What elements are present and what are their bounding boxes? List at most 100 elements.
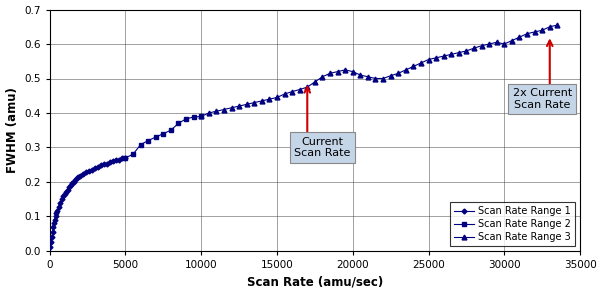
Line: Scan Rate Range 1: Scan Rate Range 1 [49, 156, 127, 249]
Scan Rate Range 1 [69, 181, 76, 185]
Scan Rate Range 3 [455, 51, 462, 54]
Text: 2x Current
Scan Rate: 2x Current Scan Rate [512, 88, 572, 110]
Scan Rate Range 3 [235, 104, 243, 108]
Scan Rate Range 3 [220, 108, 228, 111]
Scan Rate Range 1 [54, 209, 61, 213]
Scan Rate Range 1 [110, 159, 117, 163]
Scan Rate Range 3 [501, 42, 508, 46]
Scan Rate Range 3 [341, 68, 349, 72]
Scan Rate Range 3 [470, 46, 477, 50]
Scan Rate Range 3 [539, 29, 546, 32]
Text: Current
Scan Rate: Current Scan Rate [294, 137, 350, 158]
Scan Rate Range 1 [47, 246, 54, 249]
Scan Rate Range 1 [104, 162, 111, 166]
Scan Rate Range 2 [182, 117, 190, 121]
Scan Rate Range 3 [319, 75, 326, 78]
Scan Rate Range 3 [273, 96, 281, 99]
Scan Rate Range 3 [546, 25, 553, 29]
Scan Rate Range 1 [88, 168, 96, 171]
Scan Rate Range 2 [190, 115, 197, 119]
Scan Rate Range 3 [364, 75, 371, 78]
Scan Rate Range 3 [425, 58, 432, 61]
Scan Rate Range 3 [410, 65, 417, 68]
Scan Rate Range 3 [205, 111, 213, 115]
Scan Rate Range 3 [387, 74, 394, 78]
Scan Rate Range 1 [48, 235, 55, 239]
Scan Rate Range 1 [60, 195, 67, 198]
Scan Rate Range 1 [58, 197, 66, 201]
Scan Rate Range 1 [63, 190, 70, 193]
Scan Rate Range 2 [144, 139, 152, 142]
Scan Rate Range 3 [228, 106, 235, 110]
Scan Rate Range 3 [516, 35, 523, 39]
Scan Rate Range 1 [52, 215, 60, 218]
Scan Rate Range 3 [288, 90, 296, 93]
Y-axis label: FWHM (amu): FWHM (amu) [5, 87, 19, 173]
Scan Rate Range 3 [394, 71, 402, 75]
Scan Rate Range 3 [250, 101, 258, 104]
Scan Rate Range 3 [379, 77, 386, 80]
Scan Rate Range 3 [326, 71, 334, 75]
Scan Rate Range 2 [167, 128, 175, 132]
Scan Rate Range 1 [64, 188, 72, 191]
Scan Rate Range 3 [311, 80, 318, 84]
Scan Rate Range 1 [116, 158, 123, 161]
Scan Rate Range 3 [486, 42, 493, 46]
Scan Rate Range 1 [98, 163, 105, 167]
Scan Rate Range 3 [357, 73, 364, 77]
Scan Rate Range 3 [296, 88, 303, 91]
Scan Rate Range 1 [57, 201, 64, 204]
Scan Rate Range 1 [70, 180, 78, 184]
Scan Rate Range 1 [51, 218, 58, 222]
Line: Scan Rate Range 3: Scan Rate Range 3 [199, 23, 560, 119]
Scan Rate Range 3 [281, 92, 288, 96]
Scan Rate Range 3 [432, 56, 439, 60]
Scan Rate Range 1 [95, 165, 102, 168]
Scan Rate Range 3 [213, 109, 220, 113]
Scan Rate Range 1 [53, 211, 60, 215]
Scan Rate Range 3 [508, 39, 515, 42]
Scan Rate Range 2 [122, 156, 129, 160]
X-axis label: Scan Rate (amu/sec): Scan Rate (amu/sec) [247, 275, 383, 288]
Scan Rate Range 3 [265, 97, 273, 101]
Scan Rate Range 1 [79, 172, 87, 176]
Scan Rate Range 1 [55, 205, 63, 208]
Scan Rate Range 1 [76, 174, 84, 178]
Scan Rate Range 2 [129, 153, 137, 156]
Scan Rate Range 1 [92, 166, 99, 170]
Scan Rate Range 3 [334, 70, 341, 74]
Scan Rate Range 3 [197, 115, 205, 118]
Legend: Scan Rate Range 1, Scan Rate Range 2, Scan Rate Range 3: Scan Rate Range 1, Scan Rate Range 2, Sc… [450, 202, 575, 246]
Scan Rate Range 3 [243, 103, 250, 106]
Scan Rate Range 3 [493, 41, 500, 44]
Scan Rate Range 2 [197, 115, 205, 118]
Scan Rate Range 1 [72, 178, 79, 182]
Scan Rate Range 1 [50, 226, 57, 229]
Scan Rate Range 1 [119, 157, 126, 160]
Scan Rate Range 1 [48, 240, 55, 244]
Scan Rate Range 1 [49, 230, 56, 234]
Scan Rate Range 1 [67, 183, 75, 187]
Scan Rate Range 3 [554, 23, 561, 27]
Scan Rate Range 1 [122, 156, 129, 160]
Scan Rate Range 1 [75, 176, 82, 179]
Scan Rate Range 1 [82, 171, 90, 174]
Scan Rate Range 3 [402, 68, 409, 72]
Line: Scan Rate Range 2: Scan Rate Range 2 [123, 114, 203, 160]
Scan Rate Range 1 [66, 186, 73, 189]
Scan Rate Range 2 [152, 135, 160, 139]
Scan Rate Range 3 [463, 49, 470, 53]
Scan Rate Range 3 [523, 32, 530, 36]
Scan Rate Range 3 [531, 30, 538, 34]
Scan Rate Range 3 [303, 85, 311, 89]
Scan Rate Range 1 [51, 221, 58, 225]
Scan Rate Range 1 [61, 192, 69, 196]
Scan Rate Range 3 [478, 44, 485, 48]
Scan Rate Range 3 [448, 53, 455, 56]
Scan Rate Range 3 [372, 77, 379, 80]
Scan Rate Range 1 [73, 177, 81, 180]
Scan Rate Range 2 [137, 143, 144, 146]
Scan Rate Range 3 [417, 61, 424, 65]
Scan Rate Range 3 [440, 54, 447, 58]
Scan Rate Range 1 [101, 163, 108, 166]
